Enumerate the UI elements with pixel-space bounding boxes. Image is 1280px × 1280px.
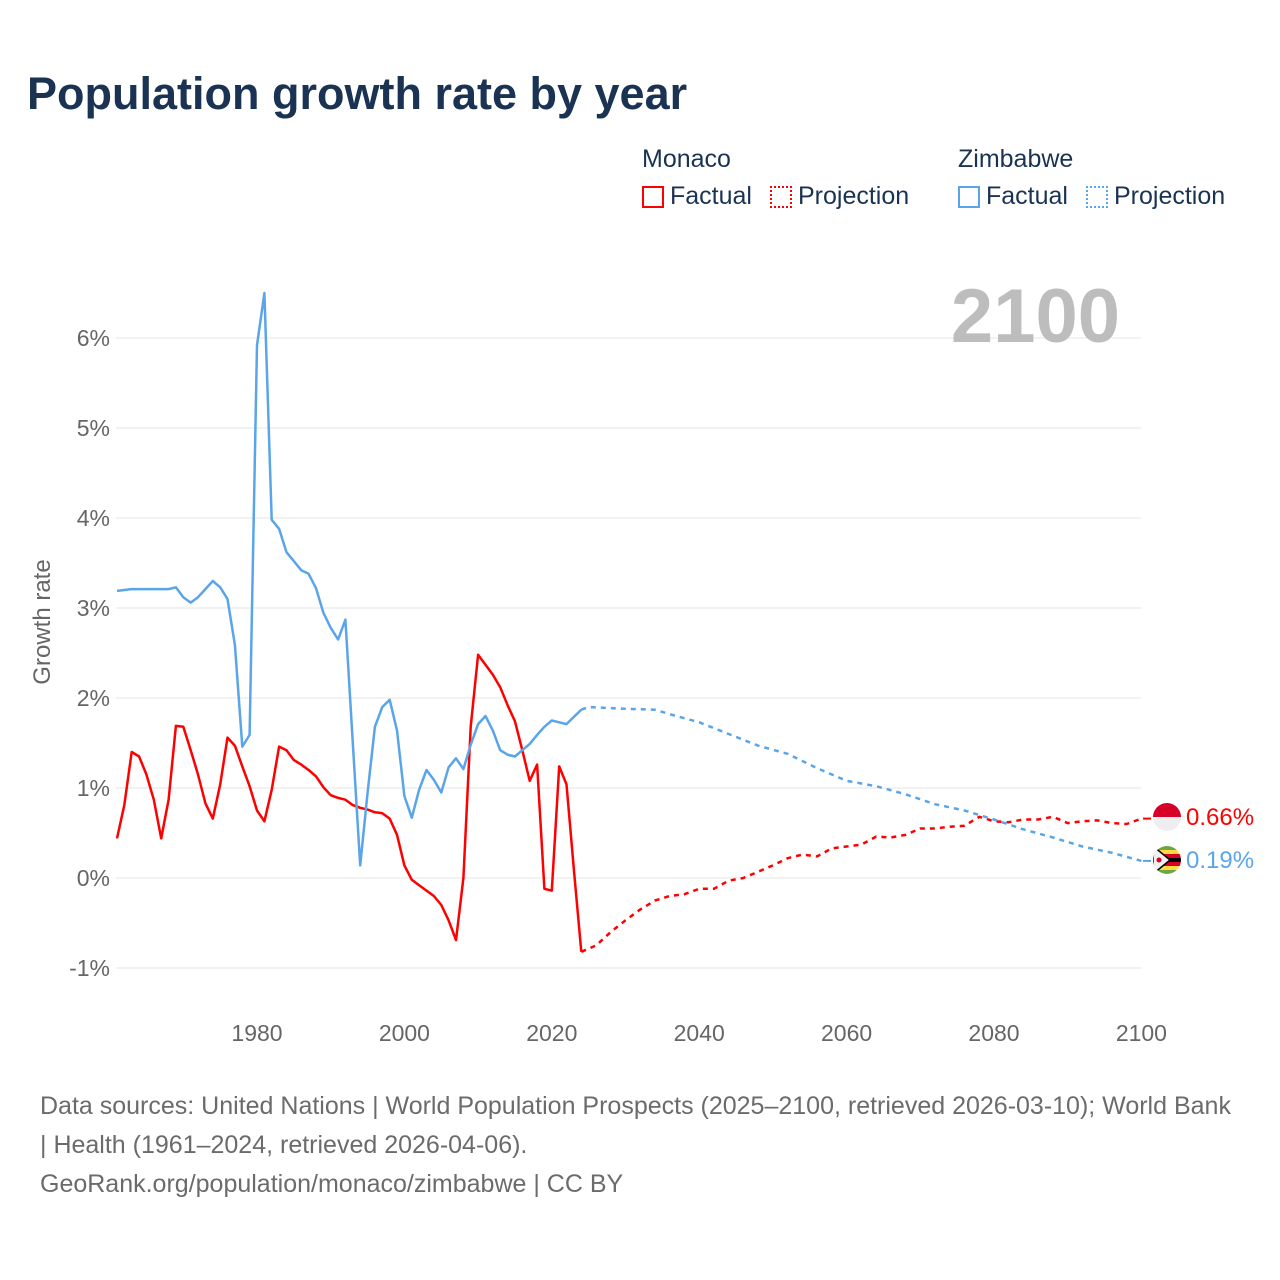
x-tick-label: 2020 xyxy=(526,1020,577,1046)
credit-link[interactable]: GeoRank.org/population/monaco/zimbabwe |… xyxy=(40,1170,624,1198)
x-tick-label: 2000 xyxy=(379,1020,430,1046)
legend-label: Projection xyxy=(1113,182,1226,210)
series-line-zimbabwe-factual xyxy=(116,291,583,867)
x-tick-label: 2100 xyxy=(1116,1020,1167,1046)
legend-country-monaco: Monaco xyxy=(642,145,731,173)
legend-swatch-dotted xyxy=(769,185,792,208)
series-line-monaco-projection xyxy=(580,815,1142,953)
footer: Data sources: United Nations | World Pop… xyxy=(40,1087,1240,1204)
y-tick-label: 4% xyxy=(77,505,110,531)
y-tick-label: 6% xyxy=(77,325,110,351)
legend-country-zimbabwe: Zimbabwe xyxy=(958,145,1074,173)
plot-area: -1% 0% 1% 2% 3% 4% 5% 6% 1980 2000 2020 2040 2060 208… xyxy=(29,274,1254,1046)
y-tick-label: 2% xyxy=(77,685,110,711)
y-axis-label: Growth rate xyxy=(29,559,56,684)
legend-zimbabwe-projection[interactable]: Projection xyxy=(1085,182,1226,211)
x-tick-label: 2060 xyxy=(821,1020,872,1046)
legend-swatch-dotted xyxy=(1085,185,1108,208)
chart-title: Population growth rate by year xyxy=(27,68,688,119)
legend-zimbabwe-factual[interactable]: Factual xyxy=(958,182,1068,211)
series-line-monaco-factual xyxy=(115,653,583,952)
x-tick-label: 2040 xyxy=(674,1020,725,1046)
legend-label: Factual xyxy=(986,182,1068,210)
legend-label: Projection xyxy=(797,182,910,210)
series-line-zimbabwe-projection xyxy=(580,705,1142,863)
legend-label: Factual xyxy=(670,182,752,210)
year-watermark: 2100 xyxy=(951,274,1120,359)
flag-monaco-icon xyxy=(1153,803,1181,831)
legend-monaco: Monaco Factual Projection xyxy=(642,145,909,211)
y-tick-label: 0% xyxy=(77,865,110,891)
data-sources: Data sources: United Nations | World Pop… xyxy=(40,1092,1231,1159)
y-tick-label: 1% xyxy=(77,775,110,801)
legend-monaco-factual[interactable]: Factual xyxy=(642,182,752,211)
x-tick-label: 2080 xyxy=(968,1020,1019,1046)
legend-zimbabwe: Zimbabwe Factual Projection xyxy=(958,145,1225,211)
legend-swatch-solid xyxy=(958,185,980,208)
flag-zimbabwe-icon xyxy=(1153,846,1181,874)
end-label-monaco: 0.66% xyxy=(1186,804,1254,831)
legend-swatch-solid xyxy=(642,185,664,208)
end-label-zimbabwe: 0.19% xyxy=(1186,847,1254,874)
y-tick-label: 3% xyxy=(77,595,110,621)
y-tick-label: 5% xyxy=(77,415,110,441)
legend-monaco-projection[interactable]: Projection xyxy=(769,182,910,211)
y-tick-label: -1% xyxy=(69,955,110,981)
x-tick-label: 1980 xyxy=(231,1020,282,1046)
